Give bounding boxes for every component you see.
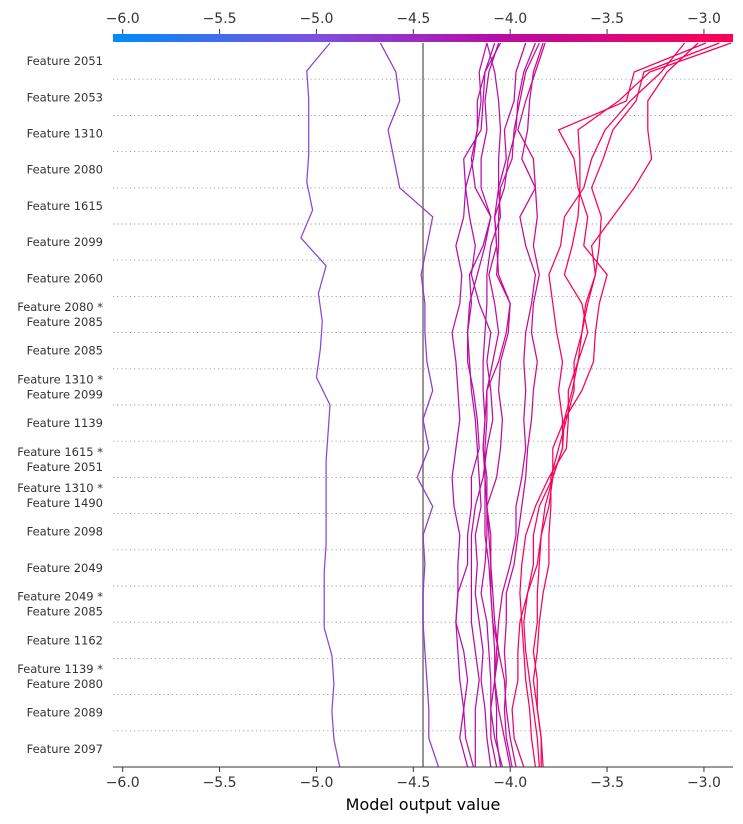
decision-line (532, 42, 699, 768)
top-tick-label: −4.0 (493, 11, 527, 27)
decision-line (466, 42, 502, 768)
feature-label: Feature 2085 (27, 344, 103, 358)
feature-label: Feature 1162 (27, 633, 103, 647)
feature-label: Feature 2099 (27, 387, 103, 401)
decision-line (490, 42, 546, 768)
bottom-tick-label: −4.0 (493, 775, 527, 791)
feature-label: Feature 2097 (27, 742, 103, 756)
decision-line (451, 42, 488, 768)
feature-label: Feature 2060 (27, 271, 103, 285)
feature-label: Feature 1310 * (17, 481, 103, 495)
feature-label: Feature 1139 * (17, 662, 103, 676)
top-tick-label: −5.0 (299, 11, 333, 27)
decision-line (300, 42, 341, 768)
feature-label: Feature 1310 * (17, 372, 103, 386)
top-axis-ticks: −6.0 −5.5 −5.0 −4.5 −4.0 −3.5 −3.0 (106, 11, 721, 34)
feature-label: Feature 2053 (27, 90, 103, 104)
decision-line (486, 42, 540, 768)
bottom-axis-ticks: −6.0 −5.5 −5.0 −4.5 −4.0 −3.5 −3.0 (106, 767, 721, 791)
bottom-tick-label: −6.0 (106, 775, 140, 791)
decision-line (379, 42, 440, 768)
decision-line (463, 42, 496, 767)
decision-line (484, 42, 536, 768)
bottom-tick-label: −4.5 (396, 775, 430, 791)
decision-line (511, 42, 686, 768)
feature-label: Feature 1615 (27, 199, 103, 213)
feature-label: Feature 2080 (27, 677, 103, 691)
top-tick-label: −3.5 (590, 11, 624, 27)
decision-line (503, 42, 544, 768)
feature-labels: Feature 2051 Feature 2053 Feature 1310 Feat… (17, 54, 103, 756)
decision-lines (300, 42, 732, 768)
feature-label: Feature 2051 (27, 460, 103, 474)
bottom-tick-label: −3.0 (687, 775, 721, 791)
feature-label: Feature 2080 * (17, 300, 103, 314)
feature-label: Feature 2098 (27, 525, 103, 539)
feature-label: Feature 2051 (27, 54, 103, 68)
colorbar (113, 34, 733, 42)
decision-line (482, 42, 527, 768)
feature-label: Feature 1615 * (17, 445, 103, 459)
feature-label: Feature 2085 (27, 315, 103, 329)
bottom-tick-label: −5.0 (299, 775, 333, 791)
feature-label: Feature 2099 (27, 235, 103, 249)
bottom-tick-label: −3.5 (590, 775, 624, 791)
top-tick-label: −6.0 (106, 11, 140, 27)
top-tick-label: −4.5 (396, 11, 430, 27)
feature-label: Feature 2049 (27, 561, 103, 575)
feature-label: Feature 2049 * (17, 590, 103, 604)
decision-line (523, 42, 707, 768)
feature-label: Feature 2085 (27, 605, 103, 619)
decision-line (480, 42, 504, 768)
x-axis-title: Model output value (346, 795, 501, 814)
top-tick-label: −5.5 (203, 11, 237, 27)
feature-label: Feature 1310 (27, 127, 103, 141)
bottom-tick-label: −5.5 (203, 775, 237, 791)
feature-label: Feature 2080 (27, 163, 103, 177)
feature-gridlines (113, 78, 733, 768)
feature-label: Feature 2089 (27, 706, 103, 720)
feature-label: Feature 1490 (27, 496, 103, 510)
feature-label: Feature 1139 (27, 416, 103, 430)
top-tick-label: −3.0 (687, 11, 721, 27)
decision-line (519, 42, 732, 768)
decision-line (455, 42, 500, 768)
